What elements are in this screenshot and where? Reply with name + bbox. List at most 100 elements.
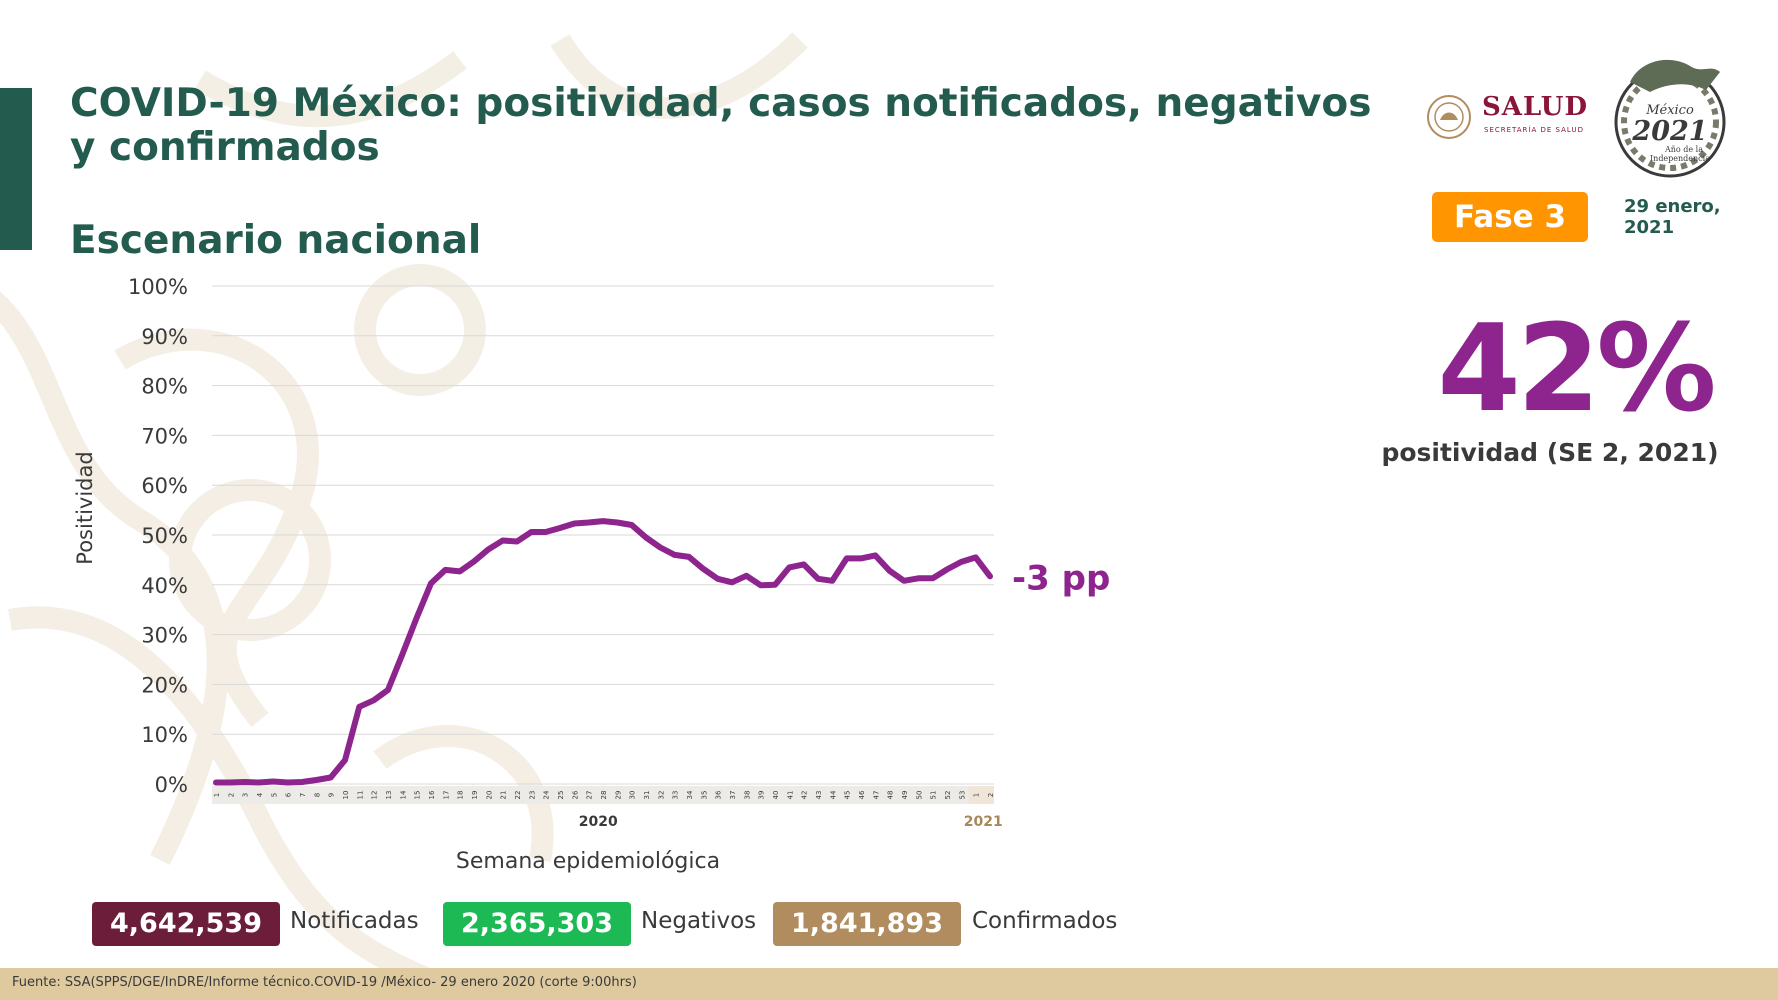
x-tick-label: 49 bbox=[901, 791, 909, 800]
data-point bbox=[414, 615, 420, 621]
data-point bbox=[829, 578, 835, 584]
data-point bbox=[528, 529, 534, 535]
data-point bbox=[428, 580, 434, 586]
national-emblem-icon bbox=[1427, 95, 1471, 139]
data-point bbox=[500, 537, 506, 543]
salud-logo: SALUD SECRETARÍA DE SALUD bbox=[1426, 92, 1589, 142]
negativos-badge: 2,365,303 bbox=[443, 902, 631, 946]
data-point bbox=[887, 568, 893, 574]
data-point bbox=[786, 564, 792, 570]
mexico-2021-emblem: México 2021 Año de la Independencia bbox=[1614, 59, 1726, 178]
positivity-caption: positividad (SE 2, 2021) bbox=[1381, 438, 1719, 467]
footer-source: Fuente: SSA(SPPS/DGE/InDRE/Informe técni… bbox=[12, 975, 637, 990]
x-tick-label: 22 bbox=[514, 791, 522, 800]
data-point bbox=[543, 529, 549, 535]
data-point bbox=[285, 780, 291, 786]
data-point bbox=[270, 779, 276, 785]
x-tick-label: 45 bbox=[844, 791, 852, 800]
x-tick-label: 30 bbox=[629, 791, 637, 800]
salud-logo-subtext: SECRETARÍA DE SALUD bbox=[1484, 126, 1584, 134]
x-tick-label: 32 bbox=[657, 791, 665, 800]
data-point bbox=[256, 780, 262, 786]
confirmados-label: Confirmados bbox=[972, 908, 1118, 934]
x-tick-label: 8 bbox=[313, 793, 321, 797]
x-axis-title: Semana epidemiológica bbox=[456, 849, 720, 874]
x-tick-label: 43 bbox=[815, 791, 823, 800]
x-tick-label: 47 bbox=[872, 791, 880, 800]
data-point bbox=[471, 558, 477, 564]
x-tick-label: 36 bbox=[715, 790, 723, 799]
x-tick-label: 6 bbox=[285, 792, 293, 797]
x-tick-label: 19 bbox=[471, 791, 479, 800]
data-point bbox=[457, 568, 463, 574]
y-tick-label: 50% bbox=[141, 524, 188, 548]
salud-logo-text: SALUD bbox=[1482, 92, 1589, 122]
x-tick-label: 5 bbox=[270, 793, 278, 797]
change-annotation: -3 pp bbox=[1012, 558, 1110, 598]
data-point bbox=[801, 561, 807, 567]
x-tick-label: 27 bbox=[586, 791, 594, 800]
data-point bbox=[743, 573, 749, 579]
negativos-label: Negativos bbox=[641, 908, 757, 934]
x-tick-label: 21 bbox=[500, 791, 508, 800]
data-point bbox=[944, 566, 950, 572]
data-point bbox=[571, 521, 577, 527]
footer-bar: Fuente: SSA(SPPS/DGE/InDRE/Informe técni… bbox=[0, 968, 1778, 1000]
x-tick-label: 53 bbox=[958, 791, 966, 800]
x-tick-label: 16 bbox=[428, 790, 436, 799]
x-tick-label: 48 bbox=[887, 791, 895, 800]
data-point bbox=[313, 777, 319, 783]
y-tick-label: 30% bbox=[141, 624, 188, 648]
y-tick-label: 100% bbox=[128, 275, 188, 299]
x-tick-label: 7 bbox=[299, 793, 307, 797]
x-tick-label: 41 bbox=[786, 791, 794, 800]
x-tick-label: 52 bbox=[944, 791, 952, 800]
x-tick-label: 26 bbox=[571, 790, 579, 799]
y-tick-label: 0% bbox=[155, 773, 188, 797]
x-tick-label: 11 bbox=[356, 791, 364, 800]
data-point bbox=[872, 552, 878, 558]
data-point bbox=[958, 559, 964, 565]
x-tick-label: 15 bbox=[414, 791, 422, 800]
x-tick-label: 25 bbox=[557, 791, 565, 800]
x-tick-label: 14 bbox=[399, 790, 407, 799]
y-tick-label: 60% bbox=[141, 474, 188, 498]
y-axis-title: Positividad bbox=[73, 451, 97, 564]
x-tick-label: 42 bbox=[801, 791, 809, 800]
x-tick-label: 24 bbox=[543, 790, 551, 799]
data-point bbox=[657, 544, 663, 550]
x-axis-band-2021 bbox=[968, 786, 994, 804]
positivity-value: 42% bbox=[1437, 300, 1716, 439]
x-tick-label: 29 bbox=[614, 791, 622, 800]
data-point bbox=[227, 780, 233, 786]
notificadas-badge: 4,642,539 bbox=[92, 902, 280, 946]
data-point bbox=[514, 538, 520, 544]
x-tick-label: 35 bbox=[700, 791, 708, 800]
positivity-series-line bbox=[213, 518, 993, 786]
x-tick-label: 1 bbox=[973, 793, 981, 797]
x-tick-label: 40 bbox=[772, 791, 780, 800]
x-tick-label: 12 bbox=[371, 791, 379, 800]
emblem-text-top: México bbox=[1645, 103, 1694, 118]
data-point bbox=[930, 575, 936, 581]
x-tick-label: 51 bbox=[930, 791, 938, 800]
data-point bbox=[342, 757, 348, 763]
x-tick-label: 34 bbox=[686, 790, 694, 799]
x-tick-label: 39 bbox=[758, 791, 766, 800]
data-point bbox=[213, 780, 219, 786]
accent-bar bbox=[0, 88, 32, 250]
data-point bbox=[987, 573, 993, 579]
x-tick-label: 33 bbox=[672, 791, 680, 800]
data-point bbox=[299, 779, 305, 785]
x-tick-label: 20 bbox=[485, 791, 493, 800]
x-tick-label: 13 bbox=[385, 791, 393, 800]
report-date: 29 enero, 2021 bbox=[1624, 196, 1744, 238]
emblem-text-bottom-2: Independencia bbox=[1650, 154, 1710, 163]
data-point bbox=[643, 534, 649, 540]
data-point bbox=[399, 652, 405, 658]
x-tick-label: 46 bbox=[858, 790, 866, 799]
data-point bbox=[356, 704, 362, 710]
data-point bbox=[815, 576, 821, 582]
x-tick-label: 9 bbox=[328, 793, 336, 797]
report-date-line2: 2021 bbox=[1624, 217, 1675, 238]
